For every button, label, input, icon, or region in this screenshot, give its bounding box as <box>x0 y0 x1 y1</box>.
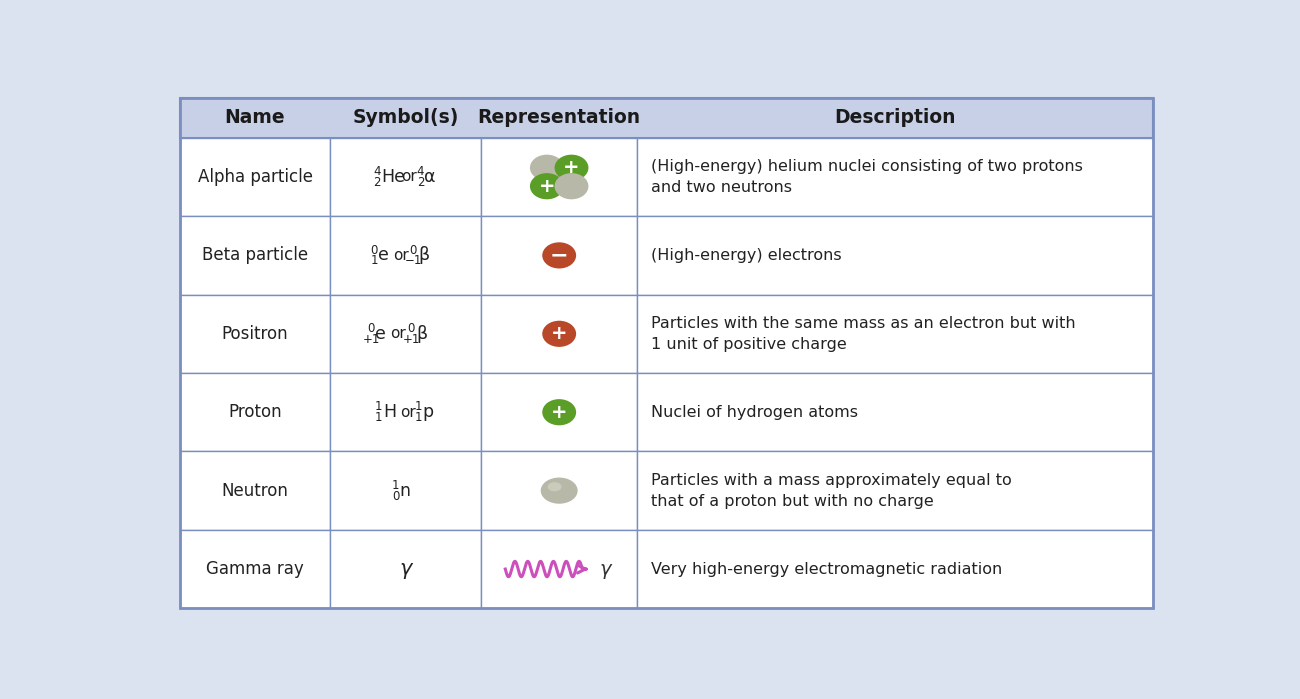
Bar <box>179 452 330 530</box>
Text: n: n <box>399 482 411 500</box>
Text: 0: 0 <box>393 489 399 503</box>
Text: 4: 4 <box>417 165 424 178</box>
Text: α: α <box>424 168 436 186</box>
Text: 1: 1 <box>376 401 382 413</box>
Bar <box>179 98 1153 138</box>
Text: Name: Name <box>225 108 286 127</box>
Text: or: or <box>394 248 410 263</box>
Text: γ: γ <box>599 559 611 579</box>
Bar <box>330 373 481 452</box>
Bar <box>637 373 1153 452</box>
Ellipse shape <box>542 243 576 268</box>
Bar <box>179 294 330 373</box>
Text: −: − <box>550 245 568 266</box>
Text: e: e <box>378 246 389 264</box>
Bar <box>481 216 637 294</box>
Bar <box>330 530 481 608</box>
Bar <box>481 530 637 608</box>
Text: 1: 1 <box>415 411 422 424</box>
Text: Beta particle: Beta particle <box>202 246 308 264</box>
Text: 1: 1 <box>376 411 382 424</box>
Text: (High-energy) helium nuclei consisting of two protons
and two neutrons: (High-energy) helium nuclei consisting o… <box>651 159 1083 195</box>
Text: +: + <box>563 158 580 178</box>
Text: 0: 0 <box>410 243 416 257</box>
Text: (High-energy) electrons: (High-energy) electrons <box>651 248 841 263</box>
Text: γ: γ <box>399 559 412 579</box>
Text: 1: 1 <box>370 254 378 267</box>
Text: Particles with a mass approximately equal to
that of a proton but with no charge: Particles with a mass approximately equa… <box>651 473 1011 509</box>
Text: Very high-energy electromagnetic radiation: Very high-energy electromagnetic radiati… <box>651 561 1002 577</box>
Text: Representation: Representation <box>477 108 641 127</box>
Text: 1: 1 <box>415 401 422 413</box>
Bar <box>481 294 637 373</box>
Text: +: + <box>551 403 567 421</box>
Bar <box>330 452 481 530</box>
Text: 2: 2 <box>417 176 424 189</box>
Text: Symbol(s): Symbol(s) <box>352 108 459 127</box>
Ellipse shape <box>555 173 589 199</box>
Text: or: or <box>402 169 417 185</box>
Text: +1: +1 <box>363 333 380 346</box>
Text: He: He <box>381 168 406 186</box>
Text: 0: 0 <box>370 243 378 257</box>
Text: −1: −1 <box>406 254 423 267</box>
Bar <box>481 452 637 530</box>
Bar <box>637 294 1153 373</box>
Ellipse shape <box>542 399 576 425</box>
Bar <box>330 216 481 294</box>
Text: Positron: Positron <box>222 325 289 343</box>
Text: Description: Description <box>835 108 956 127</box>
Ellipse shape <box>547 482 562 491</box>
Bar <box>637 138 1153 216</box>
Text: p: p <box>422 403 434 421</box>
Text: Nuclei of hydrogen atoms: Nuclei of hydrogen atoms <box>651 405 858 419</box>
Text: or: or <box>399 405 416 419</box>
Bar <box>637 216 1153 294</box>
Text: +: + <box>551 324 567 343</box>
Bar <box>179 373 330 452</box>
Bar <box>481 373 637 452</box>
Text: Gamma ray: Gamma ray <box>207 560 304 578</box>
Ellipse shape <box>541 477 577 504</box>
Text: 0: 0 <box>368 322 374 335</box>
Text: Neutron: Neutron <box>221 482 289 500</box>
Text: Particles with the same mass as an electron but with
1 unit of positive charge: Particles with the same mass as an elect… <box>651 316 1075 352</box>
Text: 1: 1 <box>393 479 399 491</box>
Bar <box>179 138 330 216</box>
Text: Alpha particle: Alpha particle <box>198 168 312 186</box>
Text: or: or <box>390 326 406 341</box>
Bar <box>481 138 637 216</box>
Ellipse shape <box>530 173 564 199</box>
Ellipse shape <box>542 321 576 347</box>
Text: Proton: Proton <box>229 403 282 421</box>
Text: +: + <box>538 177 555 196</box>
Text: 2: 2 <box>373 176 381 189</box>
Text: H: H <box>382 403 396 421</box>
Bar <box>179 530 330 608</box>
Bar <box>330 138 481 216</box>
Bar <box>637 452 1153 530</box>
Text: 4: 4 <box>373 165 381 178</box>
Ellipse shape <box>555 154 589 181</box>
Text: β: β <box>419 246 429 264</box>
Ellipse shape <box>530 154 564 181</box>
Text: e: e <box>376 325 386 343</box>
Bar <box>637 530 1153 608</box>
Text: 0: 0 <box>407 322 415 335</box>
Bar <box>179 216 330 294</box>
Bar <box>330 294 481 373</box>
Text: +1: +1 <box>403 333 420 346</box>
Text: β: β <box>417 325 428 343</box>
